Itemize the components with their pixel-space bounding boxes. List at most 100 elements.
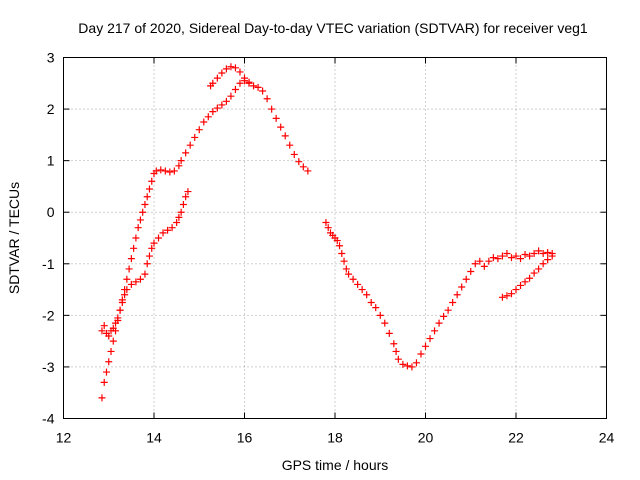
data-point [340, 257, 348, 265]
data-point [109, 337, 117, 345]
data-point [132, 278, 140, 286]
data-point [444, 306, 452, 314]
data-point [526, 252, 534, 260]
data-point [535, 265, 543, 273]
data-point [342, 265, 350, 273]
data-point [512, 286, 520, 294]
data-point [227, 92, 235, 100]
data-point [530, 249, 538, 257]
data-point [107, 347, 115, 355]
data-point [161, 167, 169, 175]
data-point [403, 362, 411, 370]
data-point [213, 74, 221, 82]
data-point [231, 64, 239, 72]
data-point [184, 188, 192, 196]
data-point [480, 262, 488, 270]
data-point [295, 158, 303, 166]
y-tick-label: 3 [47, 50, 55, 66]
data-point [168, 224, 176, 232]
data-point [145, 185, 153, 193]
x-tick-label: 18 [327, 430, 343, 446]
data-point [209, 108, 217, 116]
data-point [535, 247, 543, 255]
series-peak-arc [207, 63, 253, 90]
data-points [98, 63, 556, 402]
x-tick-label: 20 [418, 430, 434, 446]
data-point [127, 280, 135, 288]
data-point [471, 260, 479, 268]
y-tick-label: -4 [42, 411, 55, 427]
data-point [304, 167, 312, 175]
data-point [109, 324, 117, 332]
data-point [517, 281, 525, 289]
data-point [222, 97, 230, 105]
data-point [517, 255, 525, 263]
data-point [236, 79, 244, 87]
y-tick-labels: -4 -3 -2 -1 0 1 2 3 [42, 50, 55, 427]
data-point [268, 105, 276, 113]
data-point [498, 252, 506, 260]
data-point [263, 95, 271, 103]
x-tick-labels: 12 14 16 18 20 22 24 [56, 430, 615, 446]
data-point [112, 319, 120, 327]
data-point [157, 166, 165, 174]
x-tick-label: 24 [599, 430, 615, 446]
data-point [164, 226, 172, 234]
data-point [426, 335, 434, 343]
data-point [191, 133, 199, 141]
y-tick-label: -1 [42, 256, 55, 272]
y-tick-label: 2 [47, 101, 55, 117]
data-point [177, 208, 185, 216]
data-point [200, 118, 208, 126]
data-point [349, 275, 357, 283]
data-point [512, 252, 520, 260]
x-tick-label: 16 [237, 430, 253, 446]
data-point [338, 249, 346, 257]
data-point [114, 314, 122, 322]
data-point [159, 229, 167, 237]
data-point [385, 329, 393, 337]
data-point [521, 278, 529, 286]
data-point [367, 298, 375, 306]
data-point [476, 257, 484, 265]
data-point [290, 150, 298, 158]
data-point [136, 275, 144, 283]
data-point [125, 265, 133, 273]
series-descending-track [322, 219, 556, 371]
data-point [134, 224, 142, 232]
data-point [548, 252, 556, 260]
data-point [485, 257, 493, 265]
data-point [412, 359, 420, 367]
data-point [179, 200, 187, 208]
data-point [213, 104, 221, 112]
data-point [333, 237, 341, 245]
data-point [372, 304, 380, 312]
data-point [417, 350, 425, 358]
data-point [105, 332, 113, 340]
data-point [358, 286, 366, 294]
data-point [521, 251, 529, 259]
data-point [336, 242, 344, 250]
data-point [322, 219, 330, 227]
data-point [544, 248, 552, 256]
data-point [345, 270, 353, 278]
data-point [435, 319, 443, 327]
data-point [173, 219, 181, 227]
data-point [286, 141, 294, 149]
data-point [139, 208, 147, 216]
data-point [182, 149, 190, 157]
x-axis-label: GPS time / hours [282, 457, 389, 473]
data-point [175, 162, 183, 170]
data-point [222, 65, 230, 73]
data-point [218, 69, 226, 77]
data-point [245, 79, 253, 87]
data-point [544, 256, 552, 264]
data-point [277, 123, 285, 131]
data-point [136, 216, 144, 224]
data-point [186, 141, 194, 149]
data-point [489, 254, 497, 262]
data-point [195, 126, 203, 134]
data-point [272, 114, 280, 122]
plot-frame [63, 57, 607, 419]
